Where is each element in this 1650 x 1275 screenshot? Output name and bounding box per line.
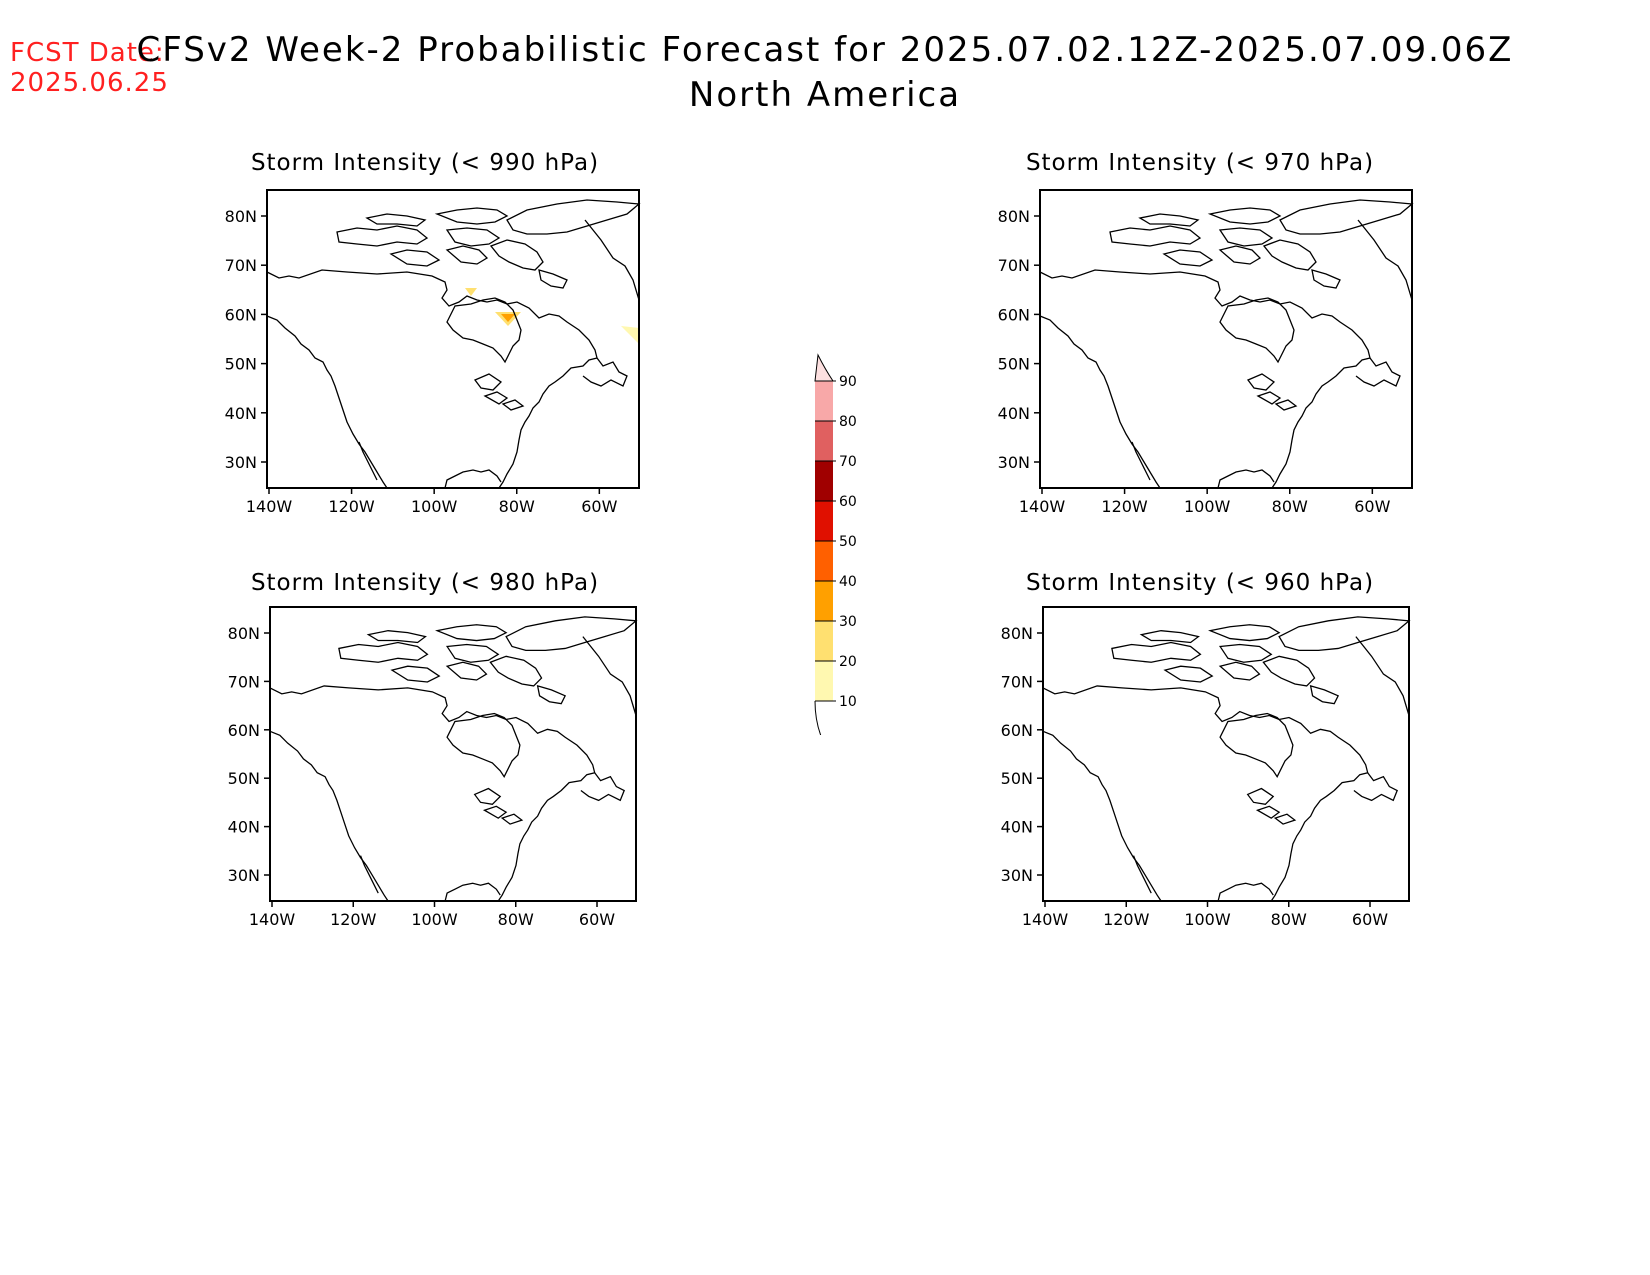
forecast-date-label: FCST Date: 2025.06.25 bbox=[10, 38, 169, 98]
lat-tick-label: 30N bbox=[225, 453, 257, 472]
lat-tick-label: 30N bbox=[228, 866, 260, 885]
lon-tick-label: 60W bbox=[1354, 497, 1390, 516]
colorbar-bottom-edge bbox=[814, 700, 822, 735]
lat-tick-label: 50N bbox=[225, 355, 257, 374]
colorbar-segment bbox=[815, 461, 833, 501]
colorbar-segment bbox=[815, 621, 833, 661]
lon-tick-label: 120W bbox=[1101, 497, 1148, 516]
lat-tick-label: 40N bbox=[228, 818, 260, 837]
lon-tick-label: 60W bbox=[1352, 910, 1388, 929]
colorbar-label: 60 bbox=[839, 494, 857, 510]
panel-title-970: Storm Intensity (< 970 hPa) bbox=[1025, 150, 1375, 176]
coastline-map bbox=[1042, 616, 1410, 902]
lon-tick-label: 120W bbox=[1103, 910, 1150, 929]
colorbar-segment bbox=[815, 581, 833, 621]
colorbar-label: 90 bbox=[839, 374, 857, 390]
colorbar-label: 50 bbox=[839, 534, 857, 550]
lat-tick-label: 40N bbox=[225, 404, 257, 423]
map-panel-2: 80N 70N 60N 50N 40N 30N 140W 120W 100W 80W 60W bbox=[228, 606, 637, 929]
colorbar-label: 20 bbox=[839, 654, 857, 670]
lon-tick-label: 120W bbox=[330, 910, 377, 929]
lat-tick-label: 60N bbox=[1001, 721, 1033, 740]
probability-shading bbox=[465, 288, 477, 296]
colorbar-top-arrow bbox=[814, 353, 834, 382]
lat-tick-label: 40N bbox=[1001, 818, 1033, 837]
lon-tick-label: 140W bbox=[1019, 497, 1066, 516]
lat-tick-label: 30N bbox=[998, 453, 1030, 472]
map-frame bbox=[1039, 189, 1413, 489]
colorbar-segment bbox=[815, 501, 833, 541]
colorbar-segment bbox=[815, 421, 833, 461]
lat-tick-label: 60N bbox=[228, 721, 260, 740]
lat-tick-label: 70N bbox=[225, 256, 257, 275]
lon-tick-label: 80W bbox=[1271, 910, 1307, 929]
map-frame bbox=[266, 189, 640, 489]
lat-tick-label: 80N bbox=[1001, 624, 1033, 643]
lon-tick-label: 140W bbox=[249, 910, 296, 929]
lat-tick-label: 50N bbox=[998, 355, 1030, 374]
panel-title-990: Storm Intensity (< 990 hPa) bbox=[250, 150, 600, 176]
colorbar-segment bbox=[815, 381, 833, 421]
colorbar-label: 80 bbox=[839, 414, 857, 430]
coastline-map bbox=[266, 199, 640, 489]
lon-tick-label: 100W bbox=[1184, 910, 1231, 929]
colorbar-label: 30 bbox=[839, 614, 857, 630]
lon-tick-label: 120W bbox=[328, 497, 375, 516]
lat-tick-label: 80N bbox=[998, 207, 1030, 226]
lon-tick-label: 100W bbox=[1184, 497, 1231, 516]
panel-title-980: Storm Intensity (< 980 hPa) bbox=[250, 570, 600, 596]
map-frame bbox=[1042, 606, 1410, 902]
lat-tick-label: 70N bbox=[228, 672, 260, 691]
probability-shading bbox=[501, 314, 515, 322]
map-panel-3: 80N 70N 60N 50N 40N 30N 140W 120W 100W 80W 60W bbox=[1001, 606, 1410, 929]
lat-tick-label: 80N bbox=[225, 207, 257, 226]
lon-tick-label: 80W bbox=[498, 910, 534, 929]
lat-tick-label: 50N bbox=[228, 769, 260, 788]
page-title: CFSv2 Week-2 Probabilistic Forecast for … bbox=[136, 30, 1514, 70]
map-panel-0: 80N 70N 60N 50N 40N 30N 140W 120W 100W 80W 60W bbox=[225, 189, 640, 516]
lat-tick-label: 40N bbox=[998, 404, 1030, 423]
map-panel-1: 80N 70N 60N 50N 40N 30N 140W 120W 100W 80W 60W bbox=[998, 189, 1413, 516]
lat-tick-label: 50N bbox=[1001, 769, 1033, 788]
lon-tick-label: 80W bbox=[499, 497, 535, 516]
lat-tick-label: 80N bbox=[228, 624, 260, 643]
fcst-date-value: 2025.06.25 bbox=[10, 68, 169, 98]
lon-tick-label: 60W bbox=[579, 910, 615, 929]
lat-tick-label: 70N bbox=[998, 256, 1030, 275]
lon-tick-label: 80W bbox=[1272, 497, 1308, 516]
lon-tick-label: 60W bbox=[581, 497, 617, 516]
coastline-map bbox=[1039, 199, 1413, 489]
lat-tick-label: 60N bbox=[998, 305, 1030, 324]
map-frame bbox=[269, 606, 637, 902]
lat-tick-label: 30N bbox=[1001, 866, 1033, 885]
coastline-map bbox=[269, 616, 637, 902]
lat-tick-label: 60N bbox=[225, 305, 257, 324]
lon-tick-label: 140W bbox=[1022, 910, 1069, 929]
colorbar-label: 10 bbox=[839, 694, 857, 710]
colorbar: 90 80 70 60 50 40 30 20 10 bbox=[814, 353, 857, 735]
probability-shading bbox=[621, 326, 639, 344]
colorbar-label: 40 bbox=[839, 574, 857, 590]
colorbar-label: 70 bbox=[839, 454, 857, 470]
lon-tick-label: 100W bbox=[411, 910, 458, 929]
fcst-date-caption: FCST Date: bbox=[10, 38, 165, 68]
lon-tick-label: 100W bbox=[411, 497, 458, 516]
lat-tick-label: 70N bbox=[1001, 672, 1033, 691]
panel-title-960: Storm Intensity (< 960 hPa) bbox=[1025, 570, 1375, 596]
page-subtitle: North America bbox=[688, 75, 962, 115]
colorbar-segment bbox=[815, 541, 833, 581]
lon-tick-label: 140W bbox=[246, 497, 293, 516]
colorbar-segment bbox=[815, 661, 833, 701]
